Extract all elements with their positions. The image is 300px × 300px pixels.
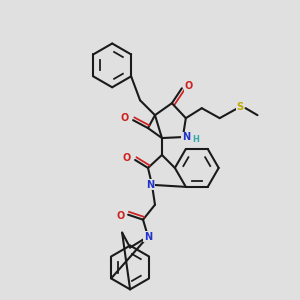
Text: N: N — [182, 132, 190, 142]
Text: S: S — [236, 102, 243, 112]
Text: O: O — [116, 211, 124, 221]
Text: O: O — [185, 81, 193, 91]
Text: N: N — [144, 232, 152, 242]
Text: N: N — [146, 180, 154, 190]
Text: H: H — [192, 135, 199, 144]
Text: O: O — [121, 113, 129, 123]
Text: O: O — [123, 153, 131, 163]
